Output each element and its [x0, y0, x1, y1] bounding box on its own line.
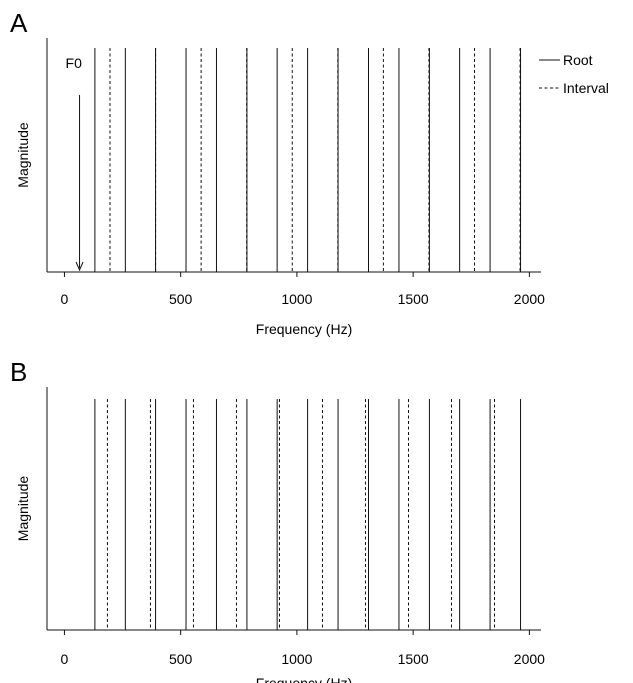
- x-tick-label: 500: [169, 651, 193, 667]
- x-axis-label: Frequency (Hz): [256, 675, 352, 683]
- x-tick-label: 2000: [514, 291, 545, 307]
- x-tick-label: 1500: [398, 651, 429, 667]
- f0-annotation-label: F0: [66, 55, 83, 71]
- x-tick-label: 2000: [514, 651, 545, 667]
- x-tick-label: 1500: [398, 291, 429, 307]
- x-tick-label: 0: [61, 291, 69, 307]
- y-axis-label: Magnitude: [15, 476, 31, 542]
- panel-label: B: [10, 357, 27, 387]
- legend-root-label: Root: [563, 52, 593, 68]
- x-tick-label: 0: [61, 651, 69, 667]
- x-tick-label: 1000: [281, 291, 312, 307]
- x-tick-label: 500: [169, 291, 193, 307]
- legend-interval-label: Interval: [563, 80, 609, 96]
- x-tick-label: 1000: [281, 651, 312, 667]
- f0-arrow-head: [75, 261, 84, 272]
- y-axis-label: Magnitude: [15, 122, 31, 188]
- x-axis-label: Frequency (Hz): [256, 321, 352, 337]
- panel-label: A: [10, 8, 28, 38]
